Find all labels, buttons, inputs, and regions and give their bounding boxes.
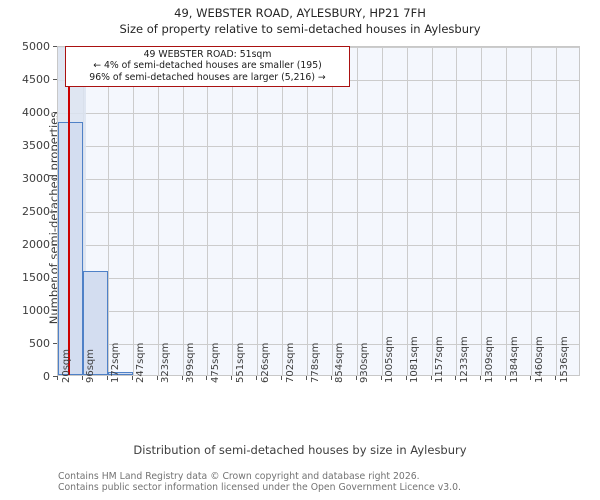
annotation-line-2: ← 4% of semi-detached houses are smaller… xyxy=(93,60,322,72)
y-axis-tick-label: 5000 xyxy=(22,39,50,53)
gridline-horizontal xyxy=(58,278,579,279)
x-axis-tick-mark xyxy=(81,376,83,380)
footer-line-2: Contains public sector information licen… xyxy=(58,482,461,493)
gridline-vertical xyxy=(556,47,558,375)
y-axis-tick-label: 1000 xyxy=(22,303,50,317)
x-axis-tick-label: 1536sqm xyxy=(558,336,570,383)
histogram-bar xyxy=(82,271,108,375)
annotation-line-1: 49 WEBSTER ROAD: 51sqm xyxy=(143,49,272,60)
gridline-horizontal xyxy=(58,311,579,312)
x-axis-tick-mark xyxy=(156,376,158,380)
x-axis-tick-label: 702sqm xyxy=(284,342,296,383)
footer-line-1: Contains HM Land Registry data © Crown c… xyxy=(58,471,420,482)
chart-title-block: 49, WEBSTER ROAD, AYLESBURY, HP21 7FH Si… xyxy=(0,5,600,37)
y-axis-tick-label: 4000 xyxy=(22,105,50,119)
gridline-vertical xyxy=(406,47,408,375)
gridline-vertical xyxy=(132,47,134,375)
x-axis-tick-label: 247sqm xyxy=(135,342,147,383)
x-axis-tick-mark xyxy=(380,376,382,380)
gridline-vertical xyxy=(381,47,383,375)
x-axis-tick-mark xyxy=(480,376,482,380)
x-axis-tick-label: 626sqm xyxy=(259,342,271,383)
y-axis-tick-label: 4500 xyxy=(22,72,50,86)
x-axis-tick-mark xyxy=(306,376,308,380)
x-axis-tick-mark xyxy=(405,376,407,380)
x-axis-tick-mark xyxy=(330,376,332,380)
x-axis-tick-mark xyxy=(131,376,133,380)
gridline-vertical xyxy=(456,47,458,375)
gridline-vertical xyxy=(431,47,433,375)
page-title: 49, WEBSTER ROAD, AYLESBURY, HP21 7FH xyxy=(174,6,426,20)
gridline-vertical xyxy=(182,47,184,375)
x-axis-tick-mark xyxy=(430,376,432,380)
gridline-vertical xyxy=(207,47,209,375)
x-axis-tick-mark xyxy=(206,376,208,380)
property-marker-line xyxy=(68,47,70,375)
x-axis-tick-label: 1384sqm xyxy=(508,336,520,383)
attribution-footer: Contains HM Land Registry data © Crown c… xyxy=(58,471,461,493)
x-axis-tick-mark xyxy=(256,376,258,380)
x-axis-tick-label: 1081sqm xyxy=(409,336,421,383)
x-axis-tick-label: 399sqm xyxy=(185,342,197,383)
x-axis-tick-label: 551sqm xyxy=(234,342,246,383)
histogram-bar xyxy=(107,372,133,375)
plot-area xyxy=(57,46,580,376)
gridline-vertical xyxy=(506,47,508,375)
x-axis-tick-label: 172sqm xyxy=(110,342,122,383)
gridline-vertical xyxy=(307,47,309,375)
x-axis-tick-mark xyxy=(555,376,557,380)
y-axis-tick-label: 3500 xyxy=(22,138,50,152)
property-annotation-box: 49 WEBSTER ROAD: 51sqm ← 4% of semi-deta… xyxy=(65,46,350,88)
x-axis-tick-label: 1005sqm xyxy=(384,336,396,383)
gridline-vertical xyxy=(107,47,109,375)
y-axis-tick-label: 2500 xyxy=(22,204,50,218)
y-axis-tick-label: 2000 xyxy=(22,237,50,251)
x-axis-tick-label: 475sqm xyxy=(209,342,221,383)
x-axis-tick-mark xyxy=(57,376,58,380)
x-axis-tick-mark xyxy=(455,376,457,380)
x-axis-tick-label: 1460sqm xyxy=(533,336,545,383)
y-axis-tick-label: 3000 xyxy=(22,171,50,185)
gridline-horizontal xyxy=(58,113,579,114)
x-axis-tick-label: 96sqm xyxy=(85,348,97,383)
x-axis-tick-mark xyxy=(530,376,532,380)
x-axis-tick-label: 20sqm xyxy=(60,348,72,383)
gridline-vertical xyxy=(232,47,234,375)
x-axis-tick-mark xyxy=(231,376,233,380)
x-axis-tick-label: 854sqm xyxy=(334,342,346,383)
x-axis-tick-label: 778sqm xyxy=(309,342,321,383)
x-axis-tick-label: 1309sqm xyxy=(483,336,495,383)
gridline-vertical xyxy=(331,47,333,375)
gridline-horizontal xyxy=(58,146,579,147)
gridline-vertical xyxy=(282,47,284,375)
x-axis-tick-label: 1233sqm xyxy=(458,336,470,383)
gridline-vertical xyxy=(257,47,259,375)
gridline-vertical xyxy=(157,47,159,375)
gridline-horizontal xyxy=(58,212,579,213)
gridline-horizontal xyxy=(58,245,579,246)
chart-subtitle: Size of property relative to semi-detach… xyxy=(119,22,481,36)
x-axis-tick-mark xyxy=(181,376,183,380)
x-axis-tick-mark xyxy=(355,376,357,380)
annotation-line-3: 96% of semi-detached houses are larger (… xyxy=(89,71,326,83)
x-axis-tick-mark xyxy=(505,376,507,380)
x-axis-tick-mark xyxy=(106,376,108,380)
x-axis-tick-label: 1157sqm xyxy=(434,336,446,383)
gridline-horizontal xyxy=(58,344,579,345)
y-axis-tick-label: 0 xyxy=(43,369,50,383)
x-axis-tick-label: 323sqm xyxy=(160,342,172,383)
gridline-horizontal xyxy=(58,179,579,180)
y-axis-tick-label: 500 xyxy=(29,336,50,350)
gridline-vertical xyxy=(531,47,533,375)
x-axis-tick-mark xyxy=(281,376,283,380)
gridline-vertical xyxy=(481,47,483,375)
y-axis-tick-label: 1500 xyxy=(22,270,50,284)
gridline-vertical xyxy=(356,47,358,375)
x-axis-label: Distribution of semi-detached houses by … xyxy=(133,443,467,457)
x-axis-tick-label: 930sqm xyxy=(359,342,371,383)
histogram-bar xyxy=(58,122,83,375)
